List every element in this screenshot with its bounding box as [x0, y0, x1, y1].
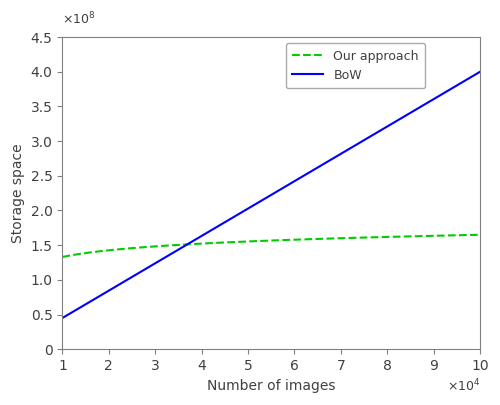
Line: Our approach: Our approach [62, 235, 480, 257]
Text: $\times 10^8$: $\times 10^8$ [62, 11, 96, 28]
Our approach [60, 254, 66, 259]
BoW [477, 69, 483, 74]
Text: $\times 10^4$: $\times 10^4$ [446, 377, 480, 394]
Our approach [308, 237, 314, 241]
BoW [260, 197, 266, 202]
Our approach [477, 232, 483, 237]
BoW [308, 169, 314, 174]
Our approach [286, 237, 292, 242]
BoW [60, 315, 66, 320]
Our approach [258, 239, 264, 243]
X-axis label: Number of images: Number of images [207, 379, 336, 392]
BoW [258, 198, 264, 203]
BoW [402, 114, 407, 119]
Y-axis label: Storage space: Storage space [11, 143, 25, 243]
Our approach [260, 239, 266, 243]
Line: BoW: BoW [62, 72, 480, 318]
BoW [467, 75, 473, 80]
Our approach [467, 232, 473, 237]
Legend: Our approach, BoW: Our approach, BoW [286, 43, 425, 88]
BoW [286, 182, 292, 187]
Our approach [402, 234, 407, 239]
